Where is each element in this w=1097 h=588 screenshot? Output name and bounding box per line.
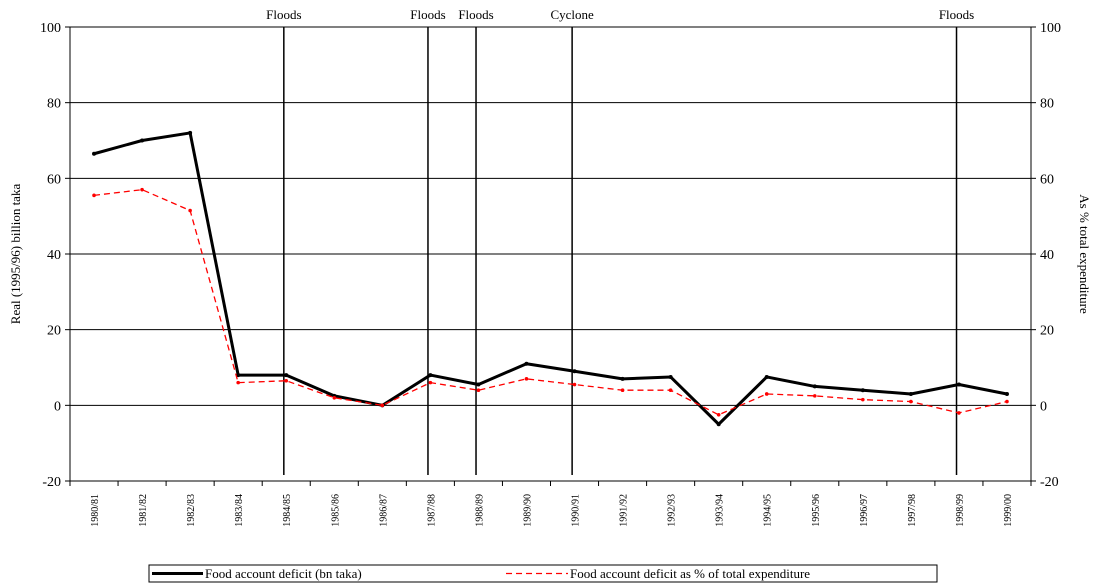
x-tick-label: 1988/89 — [474, 494, 485, 527]
series-1-point — [476, 388, 481, 393]
y-axis-right-label: As % total expenditure — [1077, 194, 1092, 314]
series-0-point — [428, 373, 433, 378]
x-tick-label: 1980/81 — [90, 494, 101, 527]
event-label: Floods — [410, 7, 445, 22]
x-tick-label: 1995/96 — [811, 494, 822, 527]
series-1-point — [524, 377, 529, 381]
x-tick-label: 1985/86 — [330, 494, 341, 527]
y-left-tick-label: 20 — [47, 324, 61, 339]
series-0-point — [764, 374, 769, 379]
series-1-point — [92, 193, 96, 198]
series-1-point — [957, 411, 961, 415]
y-right-tick-label: 0 — [1040, 399, 1047, 414]
series-0-point — [812, 384, 817, 389]
x-tick-label: 1993/94 — [715, 494, 726, 527]
series-0-point — [956, 382, 961, 387]
series-group — [92, 130, 1009, 427]
legend: Food account deficit (bn taka) Food acco… — [148, 564, 938, 583]
x-tick-label: 1994/95 — [763, 494, 774, 527]
event-label: Floods — [266, 7, 301, 22]
y-left-tick-label: 0 — [54, 399, 61, 414]
x-tick-label: 1996/97 — [859, 494, 870, 527]
series-1-point — [188, 208, 192, 213]
x-tick-label: 1986/87 — [378, 494, 389, 527]
x-tick-label: 1991/92 — [619, 494, 630, 527]
series-1-point — [716, 412, 721, 417]
series-1-point — [236, 380, 240, 385]
series-0-point — [572, 369, 577, 374]
y-left-tick-label: 80 — [47, 97, 61, 112]
series-1-point — [380, 403, 385, 408]
series-line-1 — [93, 189, 1008, 416]
series-0-point — [860, 388, 865, 393]
series-0-point — [524, 361, 529, 366]
series-1-point — [764, 392, 769, 396]
x-tick-label: 1983/84 — [234, 494, 245, 527]
y-right-tick-label: 60 — [1040, 172, 1054, 187]
y-axis-right: -20 0 20 40 60 80 100 — [1031, 21, 1061, 490]
series-1-point — [428, 380, 433, 385]
x-tick-label: 1989/90 — [522, 494, 533, 527]
series-0-point — [620, 376, 625, 381]
legend-label-deficit-bn: Food account deficit (bn taka) — [205, 566, 362, 581]
series-1-point — [284, 378, 289, 383]
x-tick-label: 1984/85 — [282, 494, 293, 527]
x-tick-label: 1999/00 — [1003, 494, 1014, 527]
series-0-point — [668, 374, 673, 379]
y-left-tick-label: 40 — [47, 248, 61, 263]
series-1-point — [668, 388, 673, 393]
y-right-tick-label: 100 — [1040, 21, 1061, 36]
y-right-tick-label: 40 — [1040, 248, 1054, 263]
x-tick-label: 1997/98 — [907, 494, 918, 527]
event-label: Cyclone — [550, 7, 594, 22]
event-label: Floods — [939, 7, 974, 22]
x-tick-label: 1982/83 — [186, 494, 197, 527]
series-0-point — [476, 382, 481, 387]
series-1-point — [861, 397, 865, 402]
y-right-tick-label: 20 — [1040, 324, 1054, 339]
series-0-point — [908, 391, 913, 396]
series-1-point — [140, 187, 144, 192]
series-1-point — [332, 395, 337, 400]
series-1-point — [572, 382, 577, 387]
x-tick-label: 1992/93 — [667, 494, 678, 527]
x-axis: 1980/81 1981/82 1982/83 1983/84 1984/85 1985/… — [69, 481, 1032, 527]
x-tick-label: 1987/88 — [426, 494, 437, 527]
x-tick-label: 1998/99 — [955, 494, 966, 527]
series-0-point — [716, 422, 721, 427]
y-left-tick-label: 100 — [40, 21, 61, 36]
y-left-tick-label: 60 — [47, 172, 61, 187]
x-tick-label: 1981/82 — [138, 494, 149, 527]
y-axis-left: -20 0 20 40 60 80 100 — [40, 21, 70, 490]
series-line-0 — [93, 131, 1008, 426]
series-0-point — [92, 151, 97, 156]
series-0-point — [236, 373, 241, 378]
series-0-point — [284, 373, 289, 378]
series-1-point — [812, 394, 817, 398]
series-1-point — [1005, 399, 1009, 404]
series-0-point — [1004, 391, 1009, 396]
y-right-tick-label: 80 — [1040, 97, 1054, 112]
y-left-tick-label: -20 — [42, 475, 61, 490]
series-1-point — [620, 388, 625, 393]
x-tick-label: 1990/91 — [571, 494, 582, 527]
event-lines: Floods Floods Floods Cyclone Floods — [266, 7, 974, 475]
y-right-tick-label: -20 — [1040, 475, 1059, 490]
legend-box — [148, 564, 938, 583]
event-label: Floods — [458, 7, 493, 22]
series-0-point — [140, 138, 145, 143]
series-1-point — [909, 399, 913, 404]
y-axis-left-label: Real (1995/96) billion taka — [8, 184, 23, 325]
legend-label-deficit-pct: Food account deficit as % of total expen… — [570, 566, 810, 581]
series-0-point — [188, 130, 193, 135]
